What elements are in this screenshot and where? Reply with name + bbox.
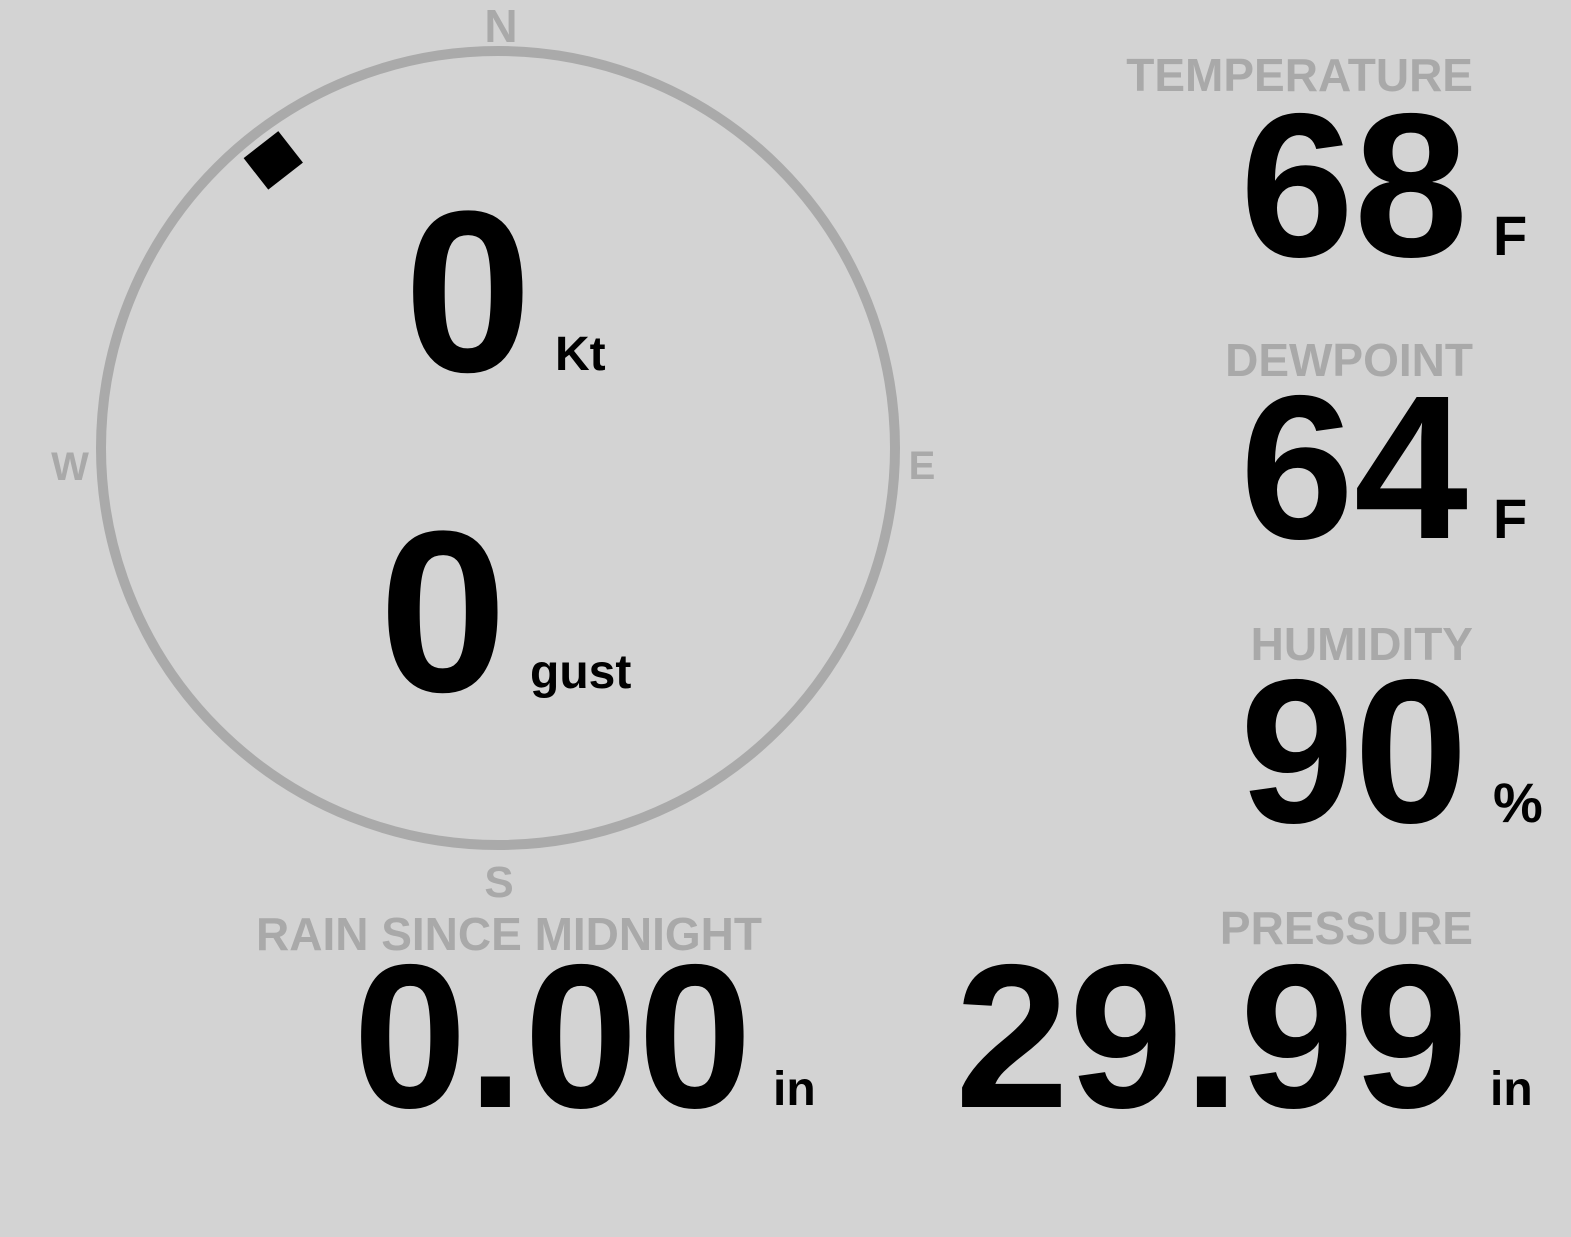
temperature-label: TEMPERATURE xyxy=(1126,49,1473,101)
wind-gust-unit: gust xyxy=(530,646,632,699)
humidity-value: 90 xyxy=(1239,637,1468,866)
compass-west-label: W xyxy=(51,445,89,489)
rain-label: RAIN SINCE MIDNIGHT xyxy=(256,908,762,960)
rain-unit: in xyxy=(773,1063,816,1116)
wind-speed-value: 0 xyxy=(404,163,532,420)
dewpoint-unit: F xyxy=(1493,487,1528,550)
temperature-value: 68 xyxy=(1239,71,1468,300)
wind-direction-marker xyxy=(243,131,303,190)
wind-gust-value: 0 xyxy=(379,483,507,740)
compass-south-label: S xyxy=(484,858,514,907)
dewpoint-label: DEWPOINT xyxy=(1225,334,1473,386)
compass-north-label: N xyxy=(484,0,518,52)
pressure-value: 29.99 xyxy=(954,922,1468,1151)
rain-value: 0.00 xyxy=(353,922,752,1151)
humidity-unit: % xyxy=(1493,771,1543,834)
pressure-label: PRESSURE xyxy=(1219,902,1473,954)
dewpoint-value: 64 xyxy=(1239,353,1468,582)
compass-ring xyxy=(96,46,900,850)
pressure-unit: in xyxy=(1490,1063,1533,1116)
wind-speed-unit: Kt xyxy=(555,328,606,381)
humidity-label: HUMIDITY xyxy=(1250,618,1473,670)
temperature-unit: F xyxy=(1493,204,1528,267)
compass-east-label: E xyxy=(908,444,936,488)
